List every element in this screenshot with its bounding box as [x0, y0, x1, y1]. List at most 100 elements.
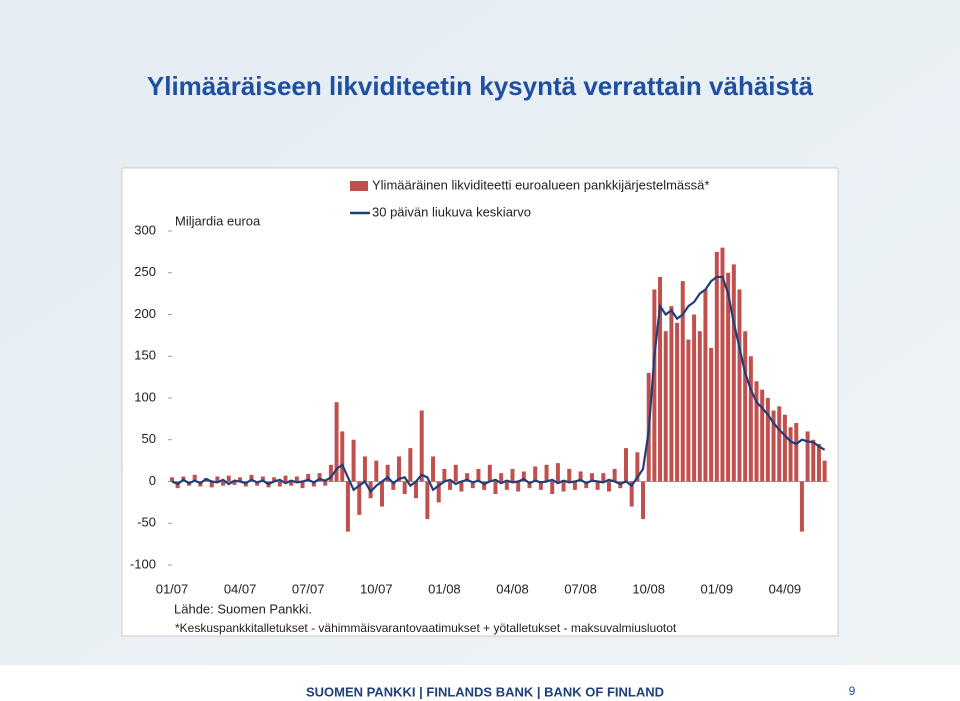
bar — [311, 481, 316, 487]
bar — [754, 381, 759, 482]
bar — [504, 481, 509, 490]
bar — [283, 475, 288, 482]
y-tick-label: -50 — [137, 515, 156, 530]
x-tick-label: 01/07 — [156, 581, 189, 596]
bar — [385, 464, 390, 482]
bar — [306, 473, 311, 482]
bar — [544, 464, 549, 482]
bar — [737, 289, 742, 482]
bar — [357, 481, 362, 515]
bar — [391, 481, 396, 490]
x-tick-label: 04/09 — [769, 581, 802, 596]
x-tick-label: 07/08 — [564, 581, 597, 596]
bar — [487, 464, 492, 482]
bar — [221, 481, 226, 486]
bar — [743, 331, 748, 482]
bar — [794, 423, 799, 482]
bar — [641, 481, 646, 520]
bar — [374, 460, 379, 482]
bar — [731, 264, 736, 482]
bar — [652, 289, 657, 482]
x-tick-label: 07/07 — [292, 581, 325, 596]
bar — [300, 481, 305, 489]
bar — [799, 481, 804, 532]
bar — [709, 347, 714, 482]
x-tick-label: 01/08 — [428, 581, 461, 596]
bar — [459, 481, 464, 492]
bar — [714, 251, 719, 482]
bar — [476, 468, 481, 482]
x-tick-label: 10/07 — [360, 581, 393, 596]
bar — [703, 289, 708, 482]
bar — [289, 481, 294, 486]
y-tick-label: 250 — [134, 264, 156, 279]
y-tick-label: 0 — [149, 473, 156, 488]
x-tick-label: 10/08 — [632, 581, 665, 596]
bar — [561, 481, 566, 492]
bar — [402, 481, 407, 495]
bar — [663, 331, 668, 482]
bar — [555, 463, 560, 482]
bar — [436, 481, 441, 503]
bar — [294, 476, 299, 482]
bar — [482, 481, 487, 490]
bar — [816, 443, 821, 482]
bar — [170, 477, 174, 482]
bar — [215, 476, 220, 482]
slide-title: Ylimääräiseen likviditeetin kysyntä verr… — [147, 71, 814, 101]
bar — [822, 460, 827, 482]
bar — [550, 481, 555, 495]
bar — [249, 474, 254, 482]
bar — [595, 481, 600, 490]
bar — [601, 473, 606, 482]
y-tick-label: 100 — [134, 389, 156, 404]
bar — [771, 410, 776, 482]
bar — [658, 276, 663, 482]
bar — [584, 481, 589, 489]
bar — [340, 431, 345, 482]
chart-area — [121, 167, 839, 637]
bar — [760, 389, 765, 482]
bar — [408, 448, 413, 482]
bar — [606, 481, 611, 492]
bar — [334, 402, 339, 482]
bar — [351, 439, 356, 482]
bar — [465, 473, 470, 482]
note: *Keskuspankkitalletukset - vähimmäisvara… — [175, 621, 677, 635]
bar — [493, 481, 498, 495]
footer-band — [0, 665, 960, 701]
legend-label: 30 päivän liukuva keskiarvo — [372, 204, 531, 219]
bar — [272, 477, 277, 482]
bar — [379, 481, 384, 507]
bar — [277, 481, 282, 487]
bar — [805, 431, 810, 482]
bar — [317, 473, 322, 482]
bar — [697, 331, 702, 482]
bar — [232, 481, 237, 485]
bar — [425, 481, 430, 520]
bar — [680, 281, 685, 482]
bar — [567, 468, 572, 482]
footer: SUOMEN PANKKI | FINLANDS BANK | BANK OF … — [306, 684, 664, 699]
legend-label: Ylimääräinen likviditeetti euroalueen pa… — [372, 177, 709, 192]
bar — [226, 475, 231, 482]
y-tick-label: 300 — [134, 222, 156, 237]
bar — [686, 339, 691, 482]
bar — [726, 272, 731, 482]
bar — [431, 456, 436, 482]
bar — [782, 414, 787, 482]
y-tick-label: 200 — [134, 306, 156, 321]
bar — [765, 398, 770, 482]
bar — [612, 468, 617, 482]
plot: -100 -50 0 50 100 150 200 250 300 01/07 04/07 07/07… — [130, 177, 829, 596]
source: Lähde: Suomen Pankki. — [174, 601, 312, 616]
bar — [260, 476, 265, 482]
y-tick-label: -100 — [130, 556, 156, 571]
bar — [419, 410, 424, 482]
line — [171, 275, 826, 494]
bar — [521, 471, 526, 482]
bar — [192, 474, 197, 482]
x-tick-label: 04/08 — [496, 581, 529, 596]
